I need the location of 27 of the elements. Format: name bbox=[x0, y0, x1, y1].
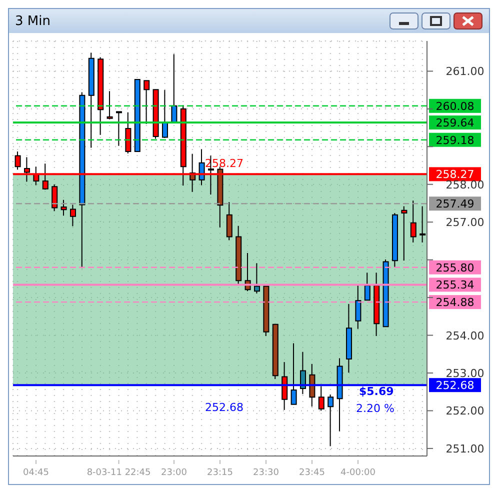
x-tick-label: 23:45 bbox=[299, 468, 325, 478]
ref-line-label: 254.88 bbox=[436, 296, 474, 310]
ref-line-label: 255.34 bbox=[436, 278, 474, 292]
annotation: 2.20 % bbox=[356, 402, 394, 415]
ref-line-label: 252.68 bbox=[436, 379, 474, 392]
ref-line-label: 259.18 bbox=[436, 134, 474, 147]
chart-title: 3 Min bbox=[15, 14, 50, 28]
y-tick-label: 257.00 bbox=[446, 216, 484, 230]
x-tick-label: 4-00:00 bbox=[340, 468, 376, 478]
ref-line-label: 260.08 bbox=[436, 100, 474, 113]
x-tick-label: 23:00 bbox=[161, 468, 188, 478]
ref-line-label: 257.49 bbox=[436, 198, 474, 211]
y-tick-label: 261.00 bbox=[446, 65, 484, 78]
ref-line-label: 255.80 bbox=[436, 261, 474, 274]
annotation: $5.69 bbox=[359, 385, 394, 398]
y-tick-label: 252.00 bbox=[446, 404, 484, 418]
y-tick-label: 251.00 bbox=[446, 442, 484, 456]
y-tick-label: 253.00 bbox=[446, 367, 484, 380]
ref-line-label: 259.64 bbox=[436, 116, 474, 130]
x-tick-label: 8-03-11 22:45 bbox=[86, 468, 151, 478]
candlestick bbox=[420, 206, 426, 242]
y-tick-label: 254.00 bbox=[446, 329, 484, 342]
candlestick bbox=[401, 206, 408, 261]
x-tick-label: 04:45 bbox=[23, 468, 49, 478]
annotation: 252.68 bbox=[205, 401, 244, 414]
x-tick-label: 23:30 bbox=[253, 468, 280, 478]
x-tick-label: 23:15 bbox=[207, 468, 233, 478]
